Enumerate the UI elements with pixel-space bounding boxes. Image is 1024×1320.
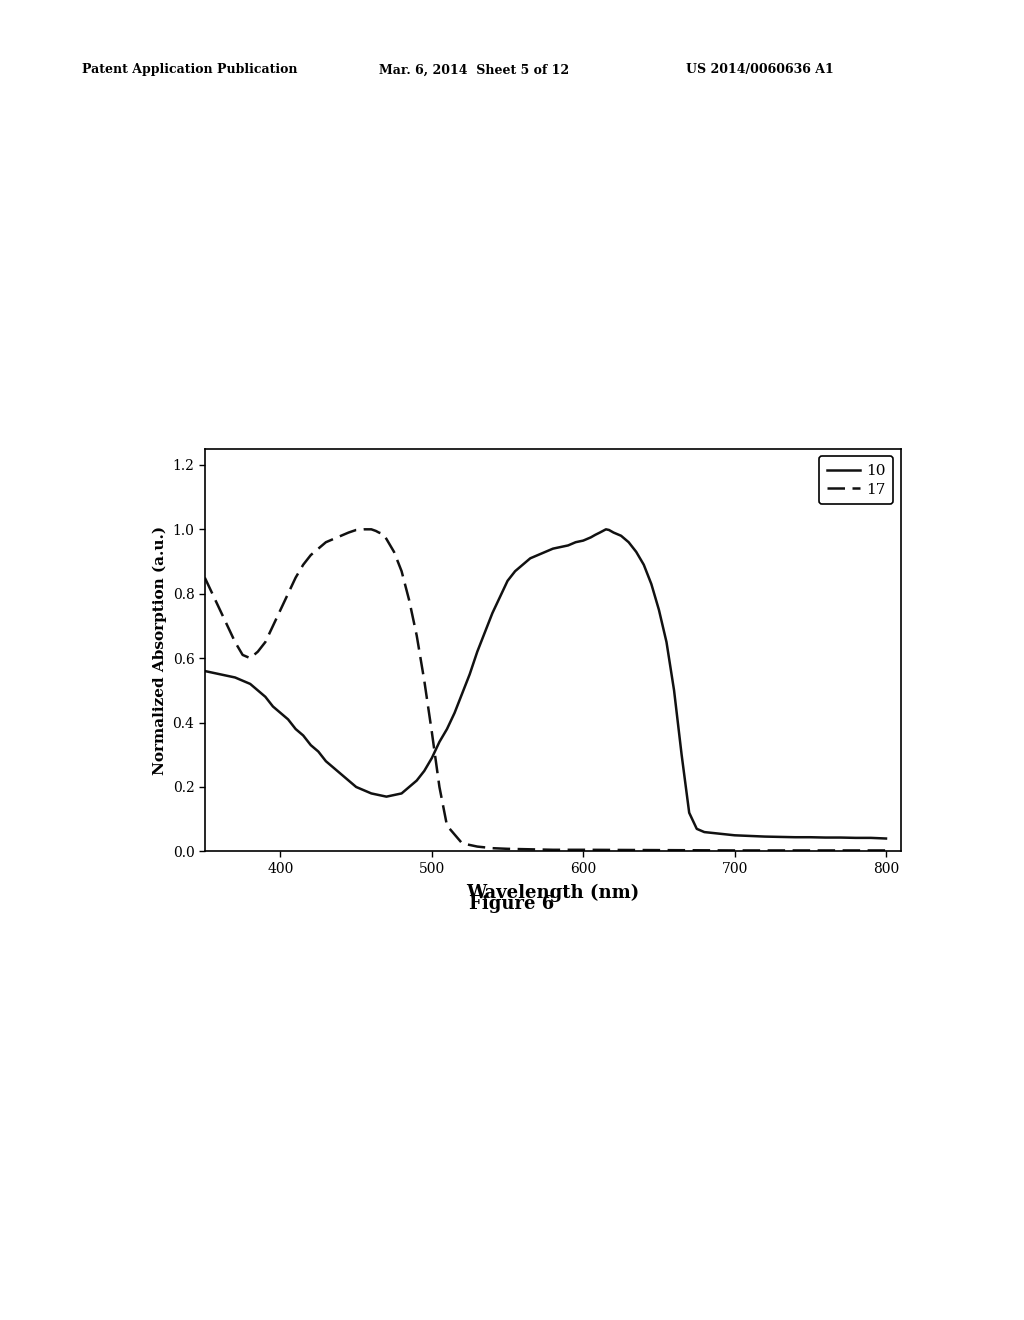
Text: US 2014/0060636 A1: US 2014/0060636 A1 <box>686 63 834 77</box>
Y-axis label: Normalized Absorption (a.u.): Normalized Absorption (a.u.) <box>153 525 167 775</box>
Text: Mar. 6, 2014  Sheet 5 of 12: Mar. 6, 2014 Sheet 5 of 12 <box>379 63 569 77</box>
Legend: 10, 17: 10, 17 <box>819 457 894 504</box>
Text: Patent Application Publication: Patent Application Publication <box>82 63 297 77</box>
Text: Figure 6: Figure 6 <box>469 895 555 913</box>
X-axis label: Wavelength (nm): Wavelength (nm) <box>466 884 640 903</box>
